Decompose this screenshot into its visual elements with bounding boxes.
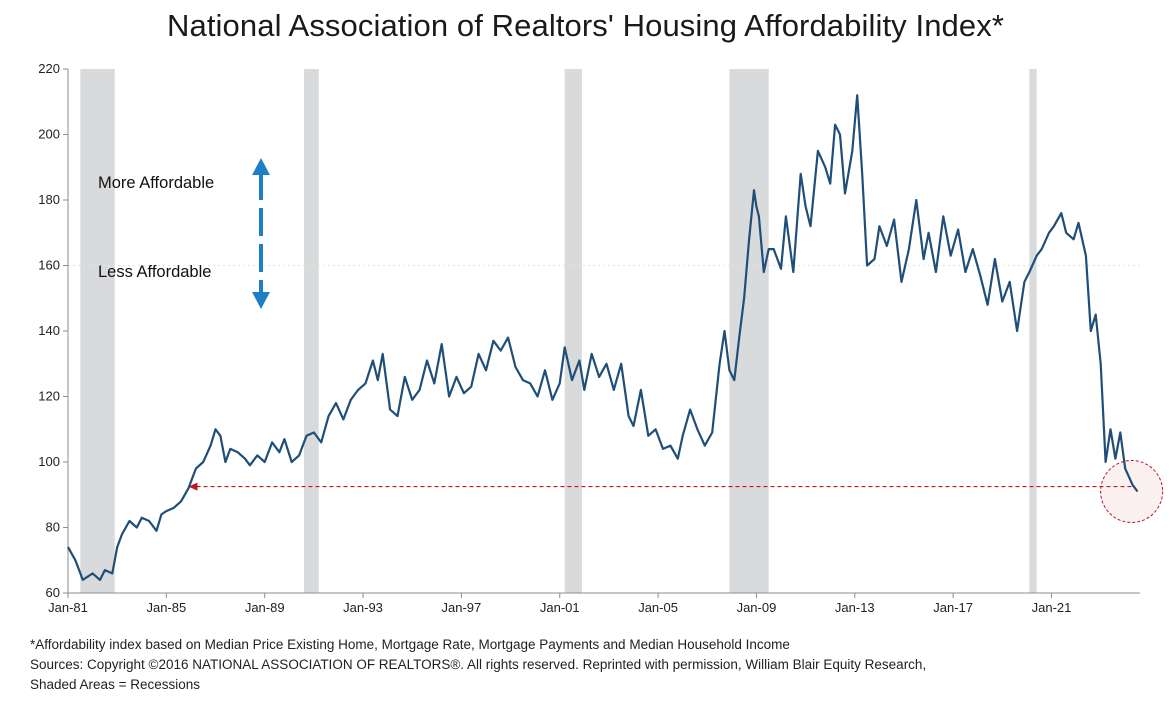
x-tick-label: Jan-01	[540, 600, 580, 615]
y-tick-label: 200	[38, 127, 60, 142]
x-tick-label: Jan-21	[1032, 600, 1072, 615]
x-tick-label: Jan-89	[245, 600, 285, 615]
arrow-up-icon	[252, 158, 270, 175]
y-tick-label: 100	[38, 454, 60, 469]
footnote-sources: Sources: Copyright ©2016 NATIONAL ASSOCI…	[30, 657, 927, 672]
y-tick-label: 120	[38, 389, 60, 404]
footnote-definition: *Affordability index based on Median Pri…	[30, 637, 790, 652]
recession-band	[729, 69, 769, 593]
y-tick-label: 180	[38, 192, 60, 207]
recession-band	[80, 69, 115, 593]
reference-arrowhead-icon	[188, 482, 198, 491]
y-tick-label: 60	[46, 585, 60, 600]
x-tick-label: Jan-97	[442, 600, 482, 615]
x-tick-label: Jan-93	[343, 600, 383, 615]
reference-markers	[188, 459, 1164, 523]
more-affordable-label: More Affordable	[98, 174, 214, 192]
recession-band	[304, 69, 319, 593]
series-lines	[67, 94, 1139, 582]
x-tick-label: Jan-05	[638, 600, 678, 615]
x-tick-label: Jan-81	[48, 600, 88, 615]
y-tick-label: 140	[38, 323, 60, 338]
recession-bands	[80, 69, 1037, 593]
x-tick-label: Jan-17	[933, 600, 973, 615]
x-tick-label: Jan-85	[146, 600, 186, 615]
affordability-index-line	[67, 94, 1139, 582]
chart-title: National Association of Realtors' Housin…	[167, 8, 1004, 43]
y-tick-label: 80	[46, 520, 60, 535]
highlight-circle	[1100, 459, 1164, 523]
y-tick-label: 220	[38, 61, 60, 76]
affordability-annotation: More Affordable Less Affordable	[98, 158, 270, 309]
x-tick-label: Jan-09	[737, 600, 777, 615]
y-tick-label: 160	[38, 258, 60, 273]
arrow-down-icon	[252, 292, 270, 309]
x-tick-label: Jan-13	[835, 600, 875, 615]
footnote-shading: Shaded Areas = Recessions	[30, 677, 200, 692]
less-affordable-label: Less Affordable	[98, 263, 211, 281]
recession-band	[564, 69, 582, 593]
recession-band	[1029, 69, 1037, 593]
axes: 60 80 100 120 140 160 180 200 220 Jan-81 Jan-85 Jan…	[38, 61, 1140, 615]
